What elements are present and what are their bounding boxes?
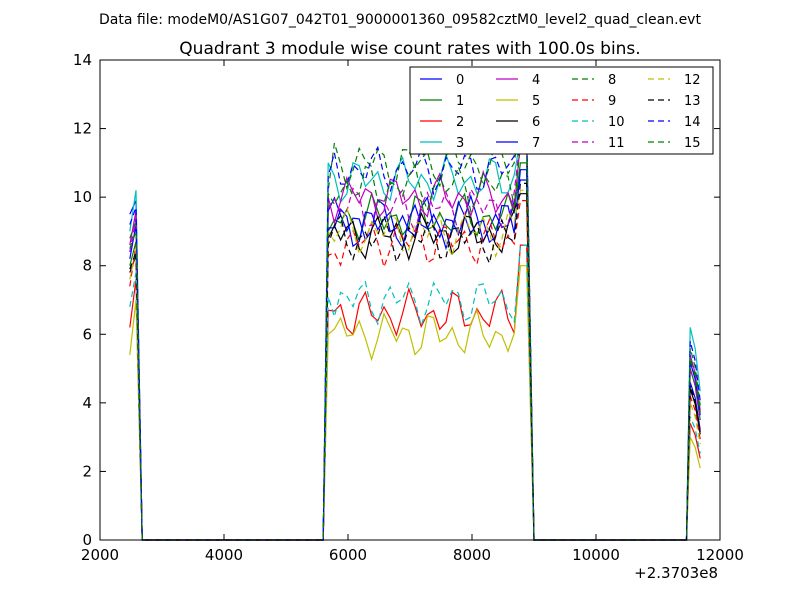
series-line-12: [129, 189, 701, 541]
x-tick-label: 8000: [453, 546, 491, 564]
legend-label-3: 3: [456, 136, 464, 151]
y-tick-label: 14: [73, 51, 92, 69]
legend-label-5: 5: [532, 94, 540, 109]
legend-label-8: 8: [608, 73, 616, 88]
y-tick-label: 2: [82, 462, 92, 480]
legend-label-14: 14: [684, 115, 701, 130]
legend-label-12: 12: [684, 73, 701, 88]
legend-label-11: 11: [608, 136, 625, 151]
y-tick-label: 12: [73, 120, 92, 138]
legend-label-0: 0: [456, 73, 464, 88]
plot-frame: [99, 59, 721, 541]
series-line-4: [129, 141, 701, 541]
legend-label-15: 15: [684, 136, 701, 151]
series-line-0: [129, 179, 701, 541]
y-tick-label: 6: [82, 325, 92, 343]
series-line-8: [129, 121, 701, 541]
series-line-14: [129, 121, 701, 541]
y-tick-label: 0: [82, 531, 92, 549]
x-tick-label: 12000: [696, 546, 744, 564]
series-line-1: [129, 162, 701, 541]
x-tick-label: 10000: [572, 546, 620, 564]
legend-label-7: 7: [532, 136, 540, 151]
x-tick-label: 2000: [81, 546, 119, 564]
y-tick-label: 8: [82, 257, 92, 275]
legend-label-2: 2: [456, 115, 464, 130]
series-line-2: [129, 244, 701, 541]
legend-label-6: 6: [532, 115, 540, 130]
series-line-3: [129, 138, 701, 541]
chart-title: Quadrant 3 module wise count rates with …: [179, 39, 640, 59]
x-tick-label: 6000: [329, 546, 367, 564]
y-tick-label: 10: [73, 188, 92, 206]
series-line-7: [129, 169, 701, 541]
x-offset-label: +2.3703e8: [634, 564, 718, 582]
legend-label-13: 13: [684, 94, 701, 109]
series-line-11: [129, 138, 701, 541]
series-line-5: [129, 265, 701, 541]
x-tick-label: 4000: [205, 546, 243, 564]
y-tick-label: 4: [82, 394, 92, 412]
legend-label-9: 9: [608, 94, 616, 109]
legend-label-10: 10: [608, 115, 625, 130]
legend-label-1: 1: [456, 94, 464, 109]
data-file-title: Data file: modeM0/AS1G07_042T01_90000013…: [99, 12, 701, 28]
series-line-15: [129, 145, 701, 541]
legend-box: [409, 66, 714, 155]
series-line-6: [129, 193, 701, 541]
series-line-9: [129, 200, 701, 541]
series-line-10: [129, 244, 701, 541]
legend-label-4: 4: [532, 73, 540, 88]
plot-lines: [129, 121, 701, 541]
